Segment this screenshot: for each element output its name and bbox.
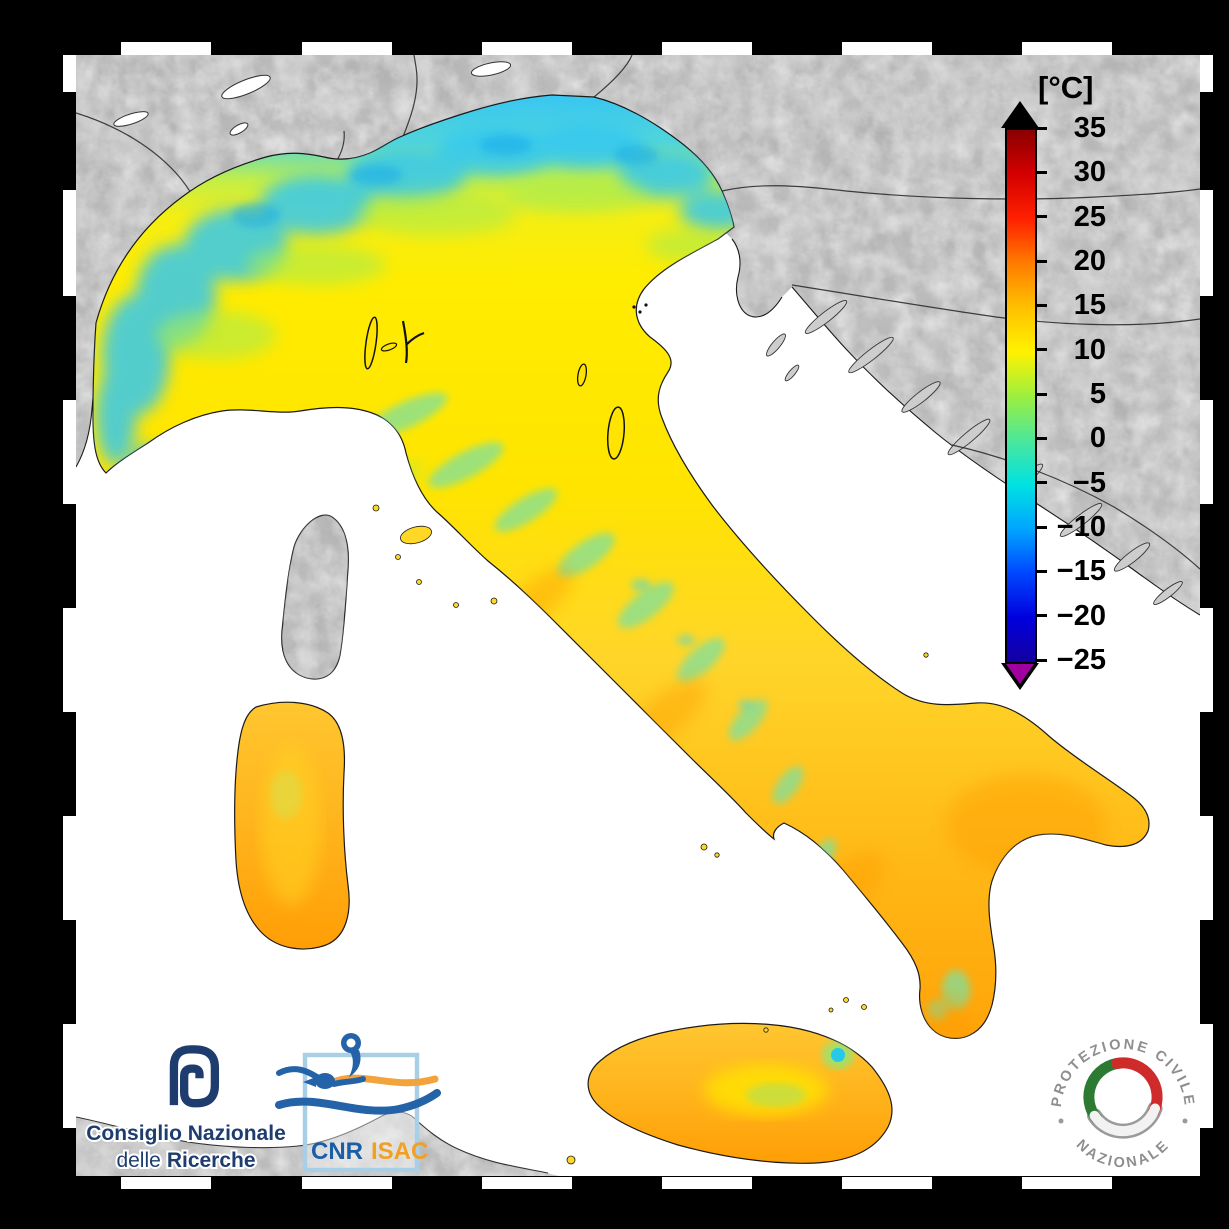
colorbar-tick-mark xyxy=(1037,303,1047,307)
colorbar-tick-label: −25 xyxy=(1056,644,1106,676)
colorbar-tick-mark xyxy=(1037,436,1047,440)
cnr-logo: Consiglio Nazionale delle Ricerche xyxy=(84,1045,288,1174)
colorbar-tick-mark xyxy=(1037,170,1047,174)
colorbar-gradient xyxy=(1005,128,1037,664)
cnr-name-ricerche: Ricerche xyxy=(167,1149,256,1172)
colorbar-tick-label: 25 xyxy=(1073,200,1106,233)
frame-tick xyxy=(302,42,392,55)
frame-tick xyxy=(1022,1177,1112,1189)
frame-tick xyxy=(842,1177,932,1189)
colorbar-tick-label: −5 xyxy=(1072,466,1106,499)
isac-wordmark: CNR ISAC xyxy=(311,1138,428,1165)
colorbar-tick-label: 5 xyxy=(1089,378,1106,410)
colorbar-tick-label: 20 xyxy=(1073,245,1106,277)
isac-isac-text: ISAC xyxy=(371,1138,428,1165)
frame-tick xyxy=(1200,55,1213,92)
cnr-isac-logo: CNR ISAC xyxy=(275,1033,441,1173)
cnr-name-line1: Consiglio Nazionale xyxy=(86,1122,286,1145)
frame-tick xyxy=(1200,1024,1213,1128)
colorbar-tick-mark xyxy=(1037,525,1047,529)
colorbar-unit-label: [°C] xyxy=(1038,70,1094,105)
swiss-lakes xyxy=(113,61,512,136)
colorbar-tick-label: 10 xyxy=(1073,333,1106,366)
isac-cnr-text: CNR xyxy=(311,1138,363,1165)
lakes xyxy=(364,303,648,460)
dalmatian-islands xyxy=(766,300,1183,605)
colorbar-tick-label: −10 xyxy=(1056,511,1106,543)
colorbar-tick-mark xyxy=(1037,658,1047,662)
frame-tick xyxy=(482,1177,572,1189)
frame-tick xyxy=(63,400,76,504)
cnr-name-line2: delle Ricerche xyxy=(116,1149,255,1172)
colorbar-tick-mark xyxy=(1037,569,1047,573)
frame-tick xyxy=(662,42,752,55)
colorbar-tick-label: 15 xyxy=(1073,289,1106,322)
colorbar-tick-mark xyxy=(1037,392,1047,396)
colorbar-tick-mark xyxy=(1037,614,1047,618)
frame-tick xyxy=(302,1177,392,1189)
colorbar-tick-mark xyxy=(1037,259,1047,263)
frame-tick xyxy=(121,1177,211,1189)
frame-tick xyxy=(1200,190,1213,296)
colorbar-under-arrow-icon xyxy=(1006,664,1034,684)
colorbar-tick-label: 35 xyxy=(1073,112,1106,144)
frame-tick xyxy=(1200,816,1213,920)
frame-tick xyxy=(1022,42,1112,55)
colorbar-over-arrow-icon xyxy=(1001,101,1039,128)
frame-tick xyxy=(1200,608,1213,712)
colorbar-tick-label: −20 xyxy=(1056,599,1106,632)
colorbar-tick-mark xyxy=(1037,348,1047,352)
frame-tick xyxy=(63,816,76,920)
island-temperature-texture xyxy=(261,745,854,1116)
colorbar-tick-mark xyxy=(1037,126,1047,130)
frame-tick xyxy=(63,1024,76,1128)
frame-tick xyxy=(1200,400,1213,504)
colorbar-tick-label: 0 xyxy=(1089,422,1106,455)
isac-swoosh-icon xyxy=(275,1033,441,1115)
frame-tick xyxy=(63,190,76,296)
frame-tick xyxy=(842,42,932,55)
colorbar-tick-label: 30 xyxy=(1073,156,1106,189)
cnr-name-delle: delle xyxy=(116,1149,160,1172)
colorbar-tick-mark xyxy=(1037,215,1047,219)
frame-tick xyxy=(63,608,76,712)
frame-tick xyxy=(662,1177,752,1189)
cnr-emblem xyxy=(169,1045,220,1108)
frame-tick xyxy=(63,55,76,92)
colorbar-tick-label: −15 xyxy=(1056,555,1106,588)
colorbar-tick-mark xyxy=(1037,481,1047,485)
minor-islands xyxy=(372,504,929,1165)
frame-tick xyxy=(482,42,572,55)
frame-tick xyxy=(121,42,211,55)
